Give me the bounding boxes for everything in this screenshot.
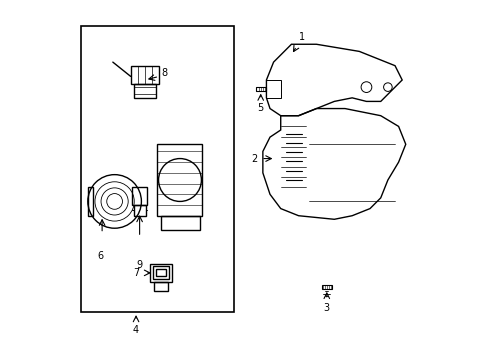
Text: 7: 7 [133,268,140,278]
Text: 2: 2 [251,154,258,163]
Text: 9: 9 [137,260,143,270]
Text: 8: 8 [161,68,167,78]
Text: 6: 6 [97,251,103,261]
Text: 4: 4 [133,325,139,335]
Text: 1: 1 [298,32,305,42]
Text: 5: 5 [258,103,264,113]
Text: 3: 3 [324,303,330,313]
Bar [81,26,234,312]
